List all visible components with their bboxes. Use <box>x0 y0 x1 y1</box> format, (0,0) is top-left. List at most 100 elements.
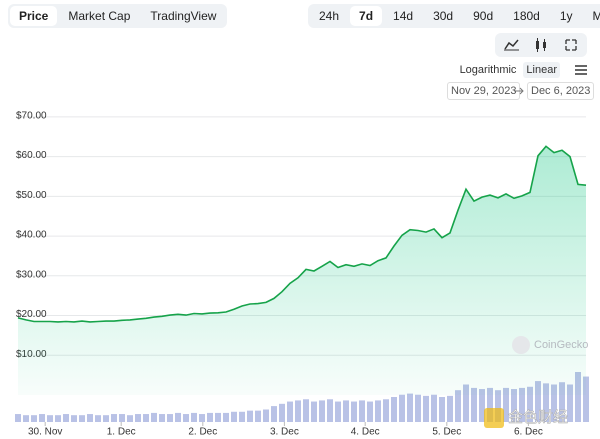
volume-bar <box>239 411 245 422</box>
y-tick-label: $10.00 <box>16 349 47 360</box>
volume-bar <box>535 381 541 422</box>
volume-bar <box>439 397 445 422</box>
volume-bar <box>391 397 397 422</box>
volume-bar <box>431 394 437 422</box>
volume-bar <box>199 414 205 422</box>
scale-option[interactable]: Logarithmic <box>459 64 517 76</box>
volume-bar <box>343 400 349 422</box>
volume-bar <box>471 387 477 422</box>
range-button[interactable]: 14d <box>393 9 414 23</box>
volume-bar <box>335 401 341 422</box>
volume-bar <box>271 406 277 422</box>
volume-bar <box>95 415 101 422</box>
volume-bar <box>295 400 301 422</box>
volume-bar <box>407 393 413 422</box>
volume-bar <box>247 410 253 422</box>
price-line <box>17 145 587 323</box>
expand-icon[interactable] <box>557 35 585 55</box>
volume-bar <box>455 390 461 422</box>
x-tick-label: 5. Dec <box>432 427 461 438</box>
volume-bar <box>87 414 93 422</box>
volume-bar <box>39 414 45 422</box>
volume-bar <box>375 400 381 422</box>
volume-bar <box>519 387 525 422</box>
volume-bar <box>551 384 557 422</box>
range-button[interactable]: 7d <box>350 6 383 26</box>
x-tick-label: 6. Dec <box>514 427 543 438</box>
volume-bar <box>311 401 317 422</box>
scale-option[interactable]: Linear <box>523 62 560 78</box>
volume-bar <box>151 412 157 422</box>
range-button[interactable]: 30d <box>433 9 454 23</box>
volume-bar <box>351 401 357 422</box>
volume-bar <box>191 412 197 422</box>
volume-bar <box>263 409 269 422</box>
tab-group: Price Market Cap TradingView <box>8 4 228 28</box>
volume-bar <box>255 410 261 422</box>
volume-bar <box>223 412 229 422</box>
volume-bar <box>415 394 421 422</box>
volume-bar <box>567 384 573 422</box>
range-button[interactable]: 90d <box>473 9 494 23</box>
watermark-logo <box>512 336 530 354</box>
volume-bar <box>63 414 69 422</box>
volume-bar <box>175 412 181 422</box>
volume-bar <box>503 387 509 422</box>
x-tick-label: 1. Dec <box>107 427 136 438</box>
volume-bar <box>575 372 581 422</box>
tab[interactable]: Market Cap <box>68 9 131 23</box>
range-button[interactable]: 180d <box>513 9 540 23</box>
candle-icon[interactable] <box>527 35 555 55</box>
menu-icon[interactable] <box>574 64 588 76</box>
y-tick-label: $50.00 <box>16 190 47 201</box>
tab[interactable]: TradingView <box>150 9 217 23</box>
volume-bar <box>367 401 373 422</box>
volume-bar <box>207 412 213 422</box>
chart-style-group <box>495 33 587 57</box>
date-from[interactable]: Nov 29, 2023 <box>447 82 521 100</box>
volume-bar <box>111 414 117 422</box>
volume-bar <box>327 399 333 422</box>
line-icon[interactable] <box>497 35 525 55</box>
y-tick-label: $30.00 <box>16 269 47 280</box>
volume-bar <box>23 415 29 422</box>
volume-bar <box>143 414 149 422</box>
volume-bar <box>79 415 85 422</box>
volume-bar <box>167 414 173 422</box>
volume-bar <box>287 401 293 422</box>
y-tick-label: $70.00 <box>16 111 47 122</box>
date-to[interactable]: Dec 6, 2023 <box>527 82 595 100</box>
volume-bar <box>159 414 165 422</box>
volume-bar <box>135 414 141 422</box>
volume-bar <box>487 387 493 422</box>
volume-bar <box>215 412 221 422</box>
volume-bar <box>303 399 309 422</box>
volume-bar <box>47 415 53 422</box>
volume-bar <box>15 414 21 422</box>
volume-bar <box>55 415 61 422</box>
volume-bar <box>71 415 77 422</box>
volume-bar <box>479 389 485 422</box>
volume-bar <box>231 411 237 422</box>
volume-bar <box>543 383 549 422</box>
volume-bar <box>463 384 469 422</box>
volume-bar <box>279 403 285 422</box>
scale-group: Logarithmic Linear <box>457 62 560 78</box>
volume-bar <box>183 414 189 422</box>
range-group: 24h 7d 14d 30d 90d 180d 1y Max <box>308 4 600 28</box>
volume-bar <box>399 394 405 422</box>
volume-bar <box>559 382 565 422</box>
range-button[interactable]: 24h <box>319 9 340 23</box>
volume-bar <box>495 390 501 422</box>
y-tick-label: $60.00 <box>16 150 47 161</box>
volume-bar <box>583 376 589 422</box>
tab[interactable]: Price <box>10 6 58 26</box>
x-tick-label: 3. Dec <box>270 427 299 438</box>
watermark: 金色财经 <box>508 409 568 426</box>
x-tick-label: 2. Dec <box>188 427 217 438</box>
x-tick-label: 30. Nov <box>28 427 62 438</box>
range-button[interactable]: Max <box>592 9 600 23</box>
watermark-logo <box>484 408 504 428</box>
range-button[interactable]: 1y <box>559 9 573 23</box>
